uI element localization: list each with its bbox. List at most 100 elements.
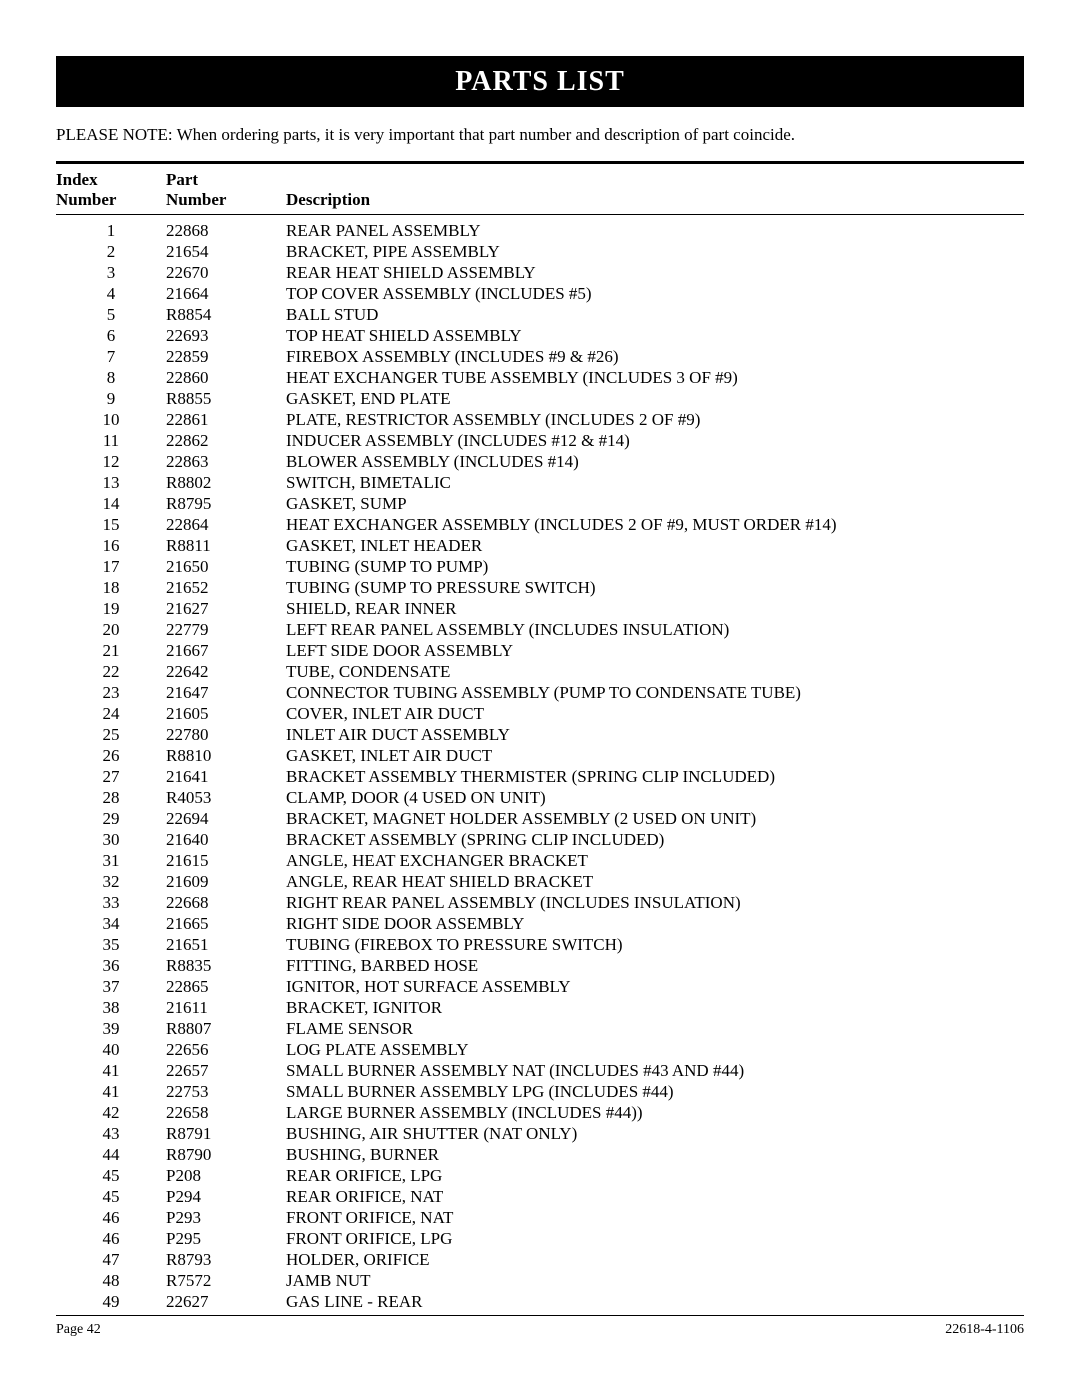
cell-part-number: 21627 — [166, 599, 286, 620]
cell-part-number: 22868 — [166, 215, 286, 242]
col-index-line1: Index — [56, 170, 98, 189]
cell-index: 33 — [56, 893, 166, 914]
cell-part-number: R8835 — [166, 956, 286, 977]
cell-description: FIREBOX ASSEMBLY (INCLUDES #9 & #26) — [286, 347, 1024, 368]
table-row: 421664TOP COVER ASSEMBLY (INCLUDES #5) — [56, 284, 1024, 305]
cell-index: 3 — [56, 263, 166, 284]
table-row: 2721641BRACKET ASSEMBLY THERMISTER (SPRI… — [56, 767, 1024, 788]
cell-description: BRACKET, PIPE ASSEMBLY — [286, 242, 1024, 263]
cell-part-number: P295 — [166, 1229, 286, 1250]
cell-description: GASKET, INLET AIR DUCT — [286, 746, 1024, 767]
cell-description: BRACKET ASSEMBLY THERMISTER (SPRING CLIP… — [286, 767, 1024, 788]
table-row: 44R8790BUSHING, BURNER — [56, 1145, 1024, 1166]
cell-part-number: 21654 — [166, 242, 286, 263]
cell-part-number: 22860 — [166, 368, 286, 389]
cell-index: 27 — [56, 767, 166, 788]
cell-description: RIGHT REAR PANEL ASSEMBLY (INCLUDES INSU… — [286, 893, 1024, 914]
cell-part-number: 21651 — [166, 935, 286, 956]
table-row: 4122657SMALL BURNER ASSEMBLY NAT (INCLUD… — [56, 1061, 1024, 1082]
cell-part-number: 22753 — [166, 1082, 286, 1103]
cell-part-number: R4053 — [166, 788, 286, 809]
cell-part-number: 22859 — [166, 347, 286, 368]
cell-index: 23 — [56, 683, 166, 704]
cell-part-number: 21650 — [166, 557, 286, 578]
table-row: 1522864HEAT EXCHANGER ASSEMBLY (INCLUDES… — [56, 515, 1024, 536]
cell-description: JAMB NUT — [286, 1271, 1024, 1292]
table-row: 3521651TUBING (FIREBOX TO PRESSURE SWITC… — [56, 935, 1024, 956]
cell-part-number: R7572 — [166, 1271, 286, 1292]
cell-description: TUBING (SUMP TO PRESSURE SWITCH) — [286, 578, 1024, 599]
table-row: 1721650TUBING (SUMP TO PUMP) — [56, 557, 1024, 578]
cell-index: 36 — [56, 956, 166, 977]
cell-part-number: 22656 — [166, 1040, 286, 1061]
cell-part-number: 21647 — [166, 683, 286, 704]
cell-index: 46 — [56, 1229, 166, 1250]
cell-part-number: R8795 — [166, 494, 286, 515]
cell-description: SMALL BURNER ASSEMBLY LPG (INCLUDES #44) — [286, 1082, 1024, 1103]
table-row: 1122862INDUCER ASSEMBLY (INCLUDES #12 & … — [56, 431, 1024, 452]
cell-part-number: 21667 — [166, 641, 286, 662]
cell-description: SMALL BURNER ASSEMBLY NAT (INCLUDES #43 … — [286, 1061, 1024, 1082]
cell-index: 13 — [56, 473, 166, 494]
cell-description: GASKET, END PLATE — [286, 389, 1024, 410]
table-row: 722859FIREBOX ASSEMBLY (INCLUDES #9 & #2… — [56, 347, 1024, 368]
cell-description: SWITCH, BIMETALIC — [286, 473, 1024, 494]
cell-index: 39 — [56, 1019, 166, 1040]
cell-part-number: 22780 — [166, 725, 286, 746]
cell-description: TUBING (FIREBOX TO PRESSURE SWITCH) — [286, 935, 1024, 956]
table-row: 2222642TUBE, CONDENSATE — [56, 662, 1024, 683]
cell-index: 15 — [56, 515, 166, 536]
table-row: 2121667LEFT SIDE DOOR ASSEMBLY — [56, 641, 1024, 662]
cell-description: BALL STUD — [286, 305, 1024, 326]
cell-part-number: 22668 — [166, 893, 286, 914]
cell-part-number: 22642 — [166, 662, 286, 683]
table-row: 822860HEAT EXCHANGER TUBE ASSEMBLY (INCL… — [56, 368, 1024, 389]
page-footer: Page 42 22618-4-1106 — [56, 1322, 1024, 1338]
cell-part-number: 22670 — [166, 263, 286, 284]
cell-index: 16 — [56, 536, 166, 557]
cell-part-number: 22627 — [166, 1292, 286, 1316]
note-text: PLEASE NOTE: When ordering parts, it is … — [56, 125, 1024, 145]
cell-description: LEFT SIDE DOOR ASSEMBLY — [286, 641, 1024, 662]
table-row: 4222658LARGE BURNER ASSEMBLY (INCLUDES #… — [56, 1103, 1024, 1124]
cell-index: 38 — [56, 998, 166, 1019]
table-row: 13R8802SWITCH, BIMETALIC — [56, 473, 1024, 494]
cell-part-number: R8790 — [166, 1145, 286, 1166]
cell-index: 2 — [56, 242, 166, 263]
cell-index: 41 — [56, 1082, 166, 1103]
cell-part-number: 21665 — [166, 914, 286, 935]
table-row: 3421665RIGHT SIDE DOOR ASSEMBLY — [56, 914, 1024, 935]
cell-description: GAS LINE - REAR — [286, 1292, 1024, 1316]
cell-description: HOLDER, ORIFICE — [286, 1250, 1024, 1271]
cell-description: INLET AIR DUCT ASSEMBLY — [286, 725, 1024, 746]
cell-description: FRONT ORIFICE, NAT — [286, 1208, 1024, 1229]
cell-index: 34 — [56, 914, 166, 935]
col-desc-header: Description — [286, 164, 1024, 214]
cell-part-number: R8810 — [166, 746, 286, 767]
cell-part-number: 21641 — [166, 767, 286, 788]
cell-description: IGNITOR, HOT SURFACE ASSEMBLY — [286, 977, 1024, 998]
cell-part-number: R8854 — [166, 305, 286, 326]
table-row: 1222863BLOWER ASSEMBLY (INCLUDES #14) — [56, 452, 1024, 473]
table-row: 3021640BRACKET ASSEMBLY (SPRING CLIP INC… — [56, 830, 1024, 851]
cell-part-number: R8811 — [166, 536, 286, 557]
cell-description: TUBE, CONDENSATE — [286, 662, 1024, 683]
cell-index: 35 — [56, 935, 166, 956]
cell-part-number: 21609 — [166, 872, 286, 893]
cell-index: 12 — [56, 452, 166, 473]
cell-index: 46 — [56, 1208, 166, 1229]
table-row: 46P293FRONT ORIFICE, NAT — [56, 1208, 1024, 1229]
cell-part-number: 22864 — [166, 515, 286, 536]
cell-index: 11 — [56, 431, 166, 452]
cell-part-number: 22865 — [166, 977, 286, 998]
cell-part-number: 22863 — [166, 452, 286, 473]
table-row: 5R8854BALL STUD — [56, 305, 1024, 326]
table-row: 3221609ANGLE, REAR HEAT SHIELD BRACKET — [56, 872, 1024, 893]
table-row: 622693TOP HEAT SHIELD ASSEMBLY — [56, 326, 1024, 347]
table-row: 1022861PLATE, RESTRICTOR ASSEMBLY (INCLU… — [56, 410, 1024, 431]
cell-description: PLATE, RESTRICTOR ASSEMBLY (INCLUDES 2 O… — [286, 410, 1024, 431]
table-row: 28R4053CLAMP, DOOR (4 USED ON UNIT) — [56, 788, 1024, 809]
cell-index: 43 — [56, 1124, 166, 1145]
col-index-line2: Number — [56, 190, 116, 209]
table-row: 14R8795GASKET, SUMP — [56, 494, 1024, 515]
